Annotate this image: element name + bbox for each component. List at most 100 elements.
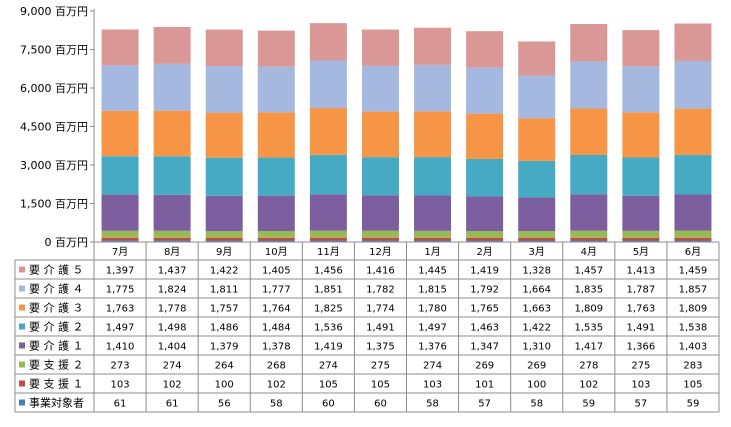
bar-segment [674,60,712,109]
data-label: 61 [166,399,179,410]
y-tick-label: 6,000 百万円 [20,82,88,95]
data-label: 105 [319,380,338,391]
bar-segment [361,29,399,66]
data-label: 100 [215,380,234,391]
bar-segment [466,67,504,114]
legend-key [19,323,25,330]
bar-segment [101,110,139,157]
data-label: 1,497 [106,323,135,334]
data-label: 1,782 [366,285,395,296]
bar-segment [622,230,660,238]
bar-segment [153,156,191,195]
bar-segment [153,240,191,242]
bar-segment [309,23,347,61]
bar-segment [257,237,295,241]
data-label: 103 [631,380,650,391]
data-label: 1,419 [314,342,343,353]
data-label: 1,347 [470,342,499,353]
bar-segment [257,240,295,242]
data-label: 1,774 [366,304,395,315]
data-label: 105 [683,380,702,391]
data-label: 61 [114,399,127,410]
bar-segment [674,230,712,238]
bar-segment [257,231,295,238]
data-label: 58 [530,399,543,410]
bar-segment [101,237,139,241]
data-label: 1,538 [679,323,708,334]
data-label: 1,376 [418,342,447,353]
bar-segment [570,240,608,242]
data-label: 278 [579,361,598,372]
y-tick-label: 9,000 百万円 [20,5,88,18]
data-label: 1,536 [314,323,343,334]
bar-segment [153,63,191,111]
bar-segment [101,65,139,111]
bar-segment [205,157,243,196]
bar-segment [309,108,347,155]
bar-segment [257,30,295,67]
bar-segment [361,195,399,231]
data-label: 1,378 [262,342,291,353]
data-label: 268 [267,361,286,372]
bar-segment [518,197,556,232]
data-label: 1,491 [627,323,656,334]
bar-segment [622,112,660,158]
data-label: 1,422 [210,266,239,277]
data-label: 103 [423,380,442,391]
data-label: 1,663 [522,304,551,315]
bar-segment [518,41,556,76]
bar-segment [414,195,452,231]
bar-segment [466,237,504,241]
data-label: 102 [163,380,182,391]
bar-segment [101,194,139,231]
bar-segment [570,108,608,155]
data-label: 58 [426,399,439,410]
data-label: 1,437 [158,266,187,277]
legend-label: 要 支 援 １ [29,377,84,391]
bar-segment [205,195,243,232]
bar-segment [205,237,243,241]
x-tick-label: 12月 [369,246,392,258]
data-label: 59 [687,399,700,410]
bar-segment [466,158,504,197]
data-label: 58 [270,399,283,410]
bar-segment [466,31,504,68]
legend-key [19,380,25,387]
y-tick-label: 4,500 百万円 [20,121,88,134]
bar-segment [570,237,608,241]
bar-segment [361,111,399,158]
x-tick-label: 5月 [633,246,649,258]
bar-segment [622,66,660,113]
bar-segment [101,230,139,238]
bar-segment [153,194,191,231]
x-tick-label: 11月 [317,246,340,258]
y-axis: 0 百万円 1,500 百万円 3,000 百万円 4,500 百万円 6,000 百万… [20,5,95,249]
bar-segment [466,240,504,242]
bar-segment [518,237,556,241]
bar-segment [622,237,660,241]
data-label: 275 [371,361,390,372]
data-label: 274 [319,361,338,372]
data-label: 56 [218,399,231,410]
legend-key [19,266,25,273]
data-label: 264 [215,361,234,372]
data-label: 269 [527,361,546,372]
bar-segment [414,237,452,241]
bar-segment [361,65,399,112]
bar-segment [309,240,347,242]
data-label: 1,379 [210,342,239,353]
data-label: 274 [423,361,442,372]
bar-segment [466,231,504,238]
bar-segment [361,157,399,196]
bar-segment [257,112,295,158]
bar-segment [622,30,660,67]
bar-segment [518,118,556,161]
data-label: 275 [631,361,650,372]
y-tick-label: 1,500 百万円 [20,198,88,211]
data-label: 101 [475,380,494,391]
bar-segment [309,237,347,241]
data-label: 1,416 [366,266,395,277]
data-label: 269 [475,361,494,372]
data-label: 1,484 [262,323,291,334]
